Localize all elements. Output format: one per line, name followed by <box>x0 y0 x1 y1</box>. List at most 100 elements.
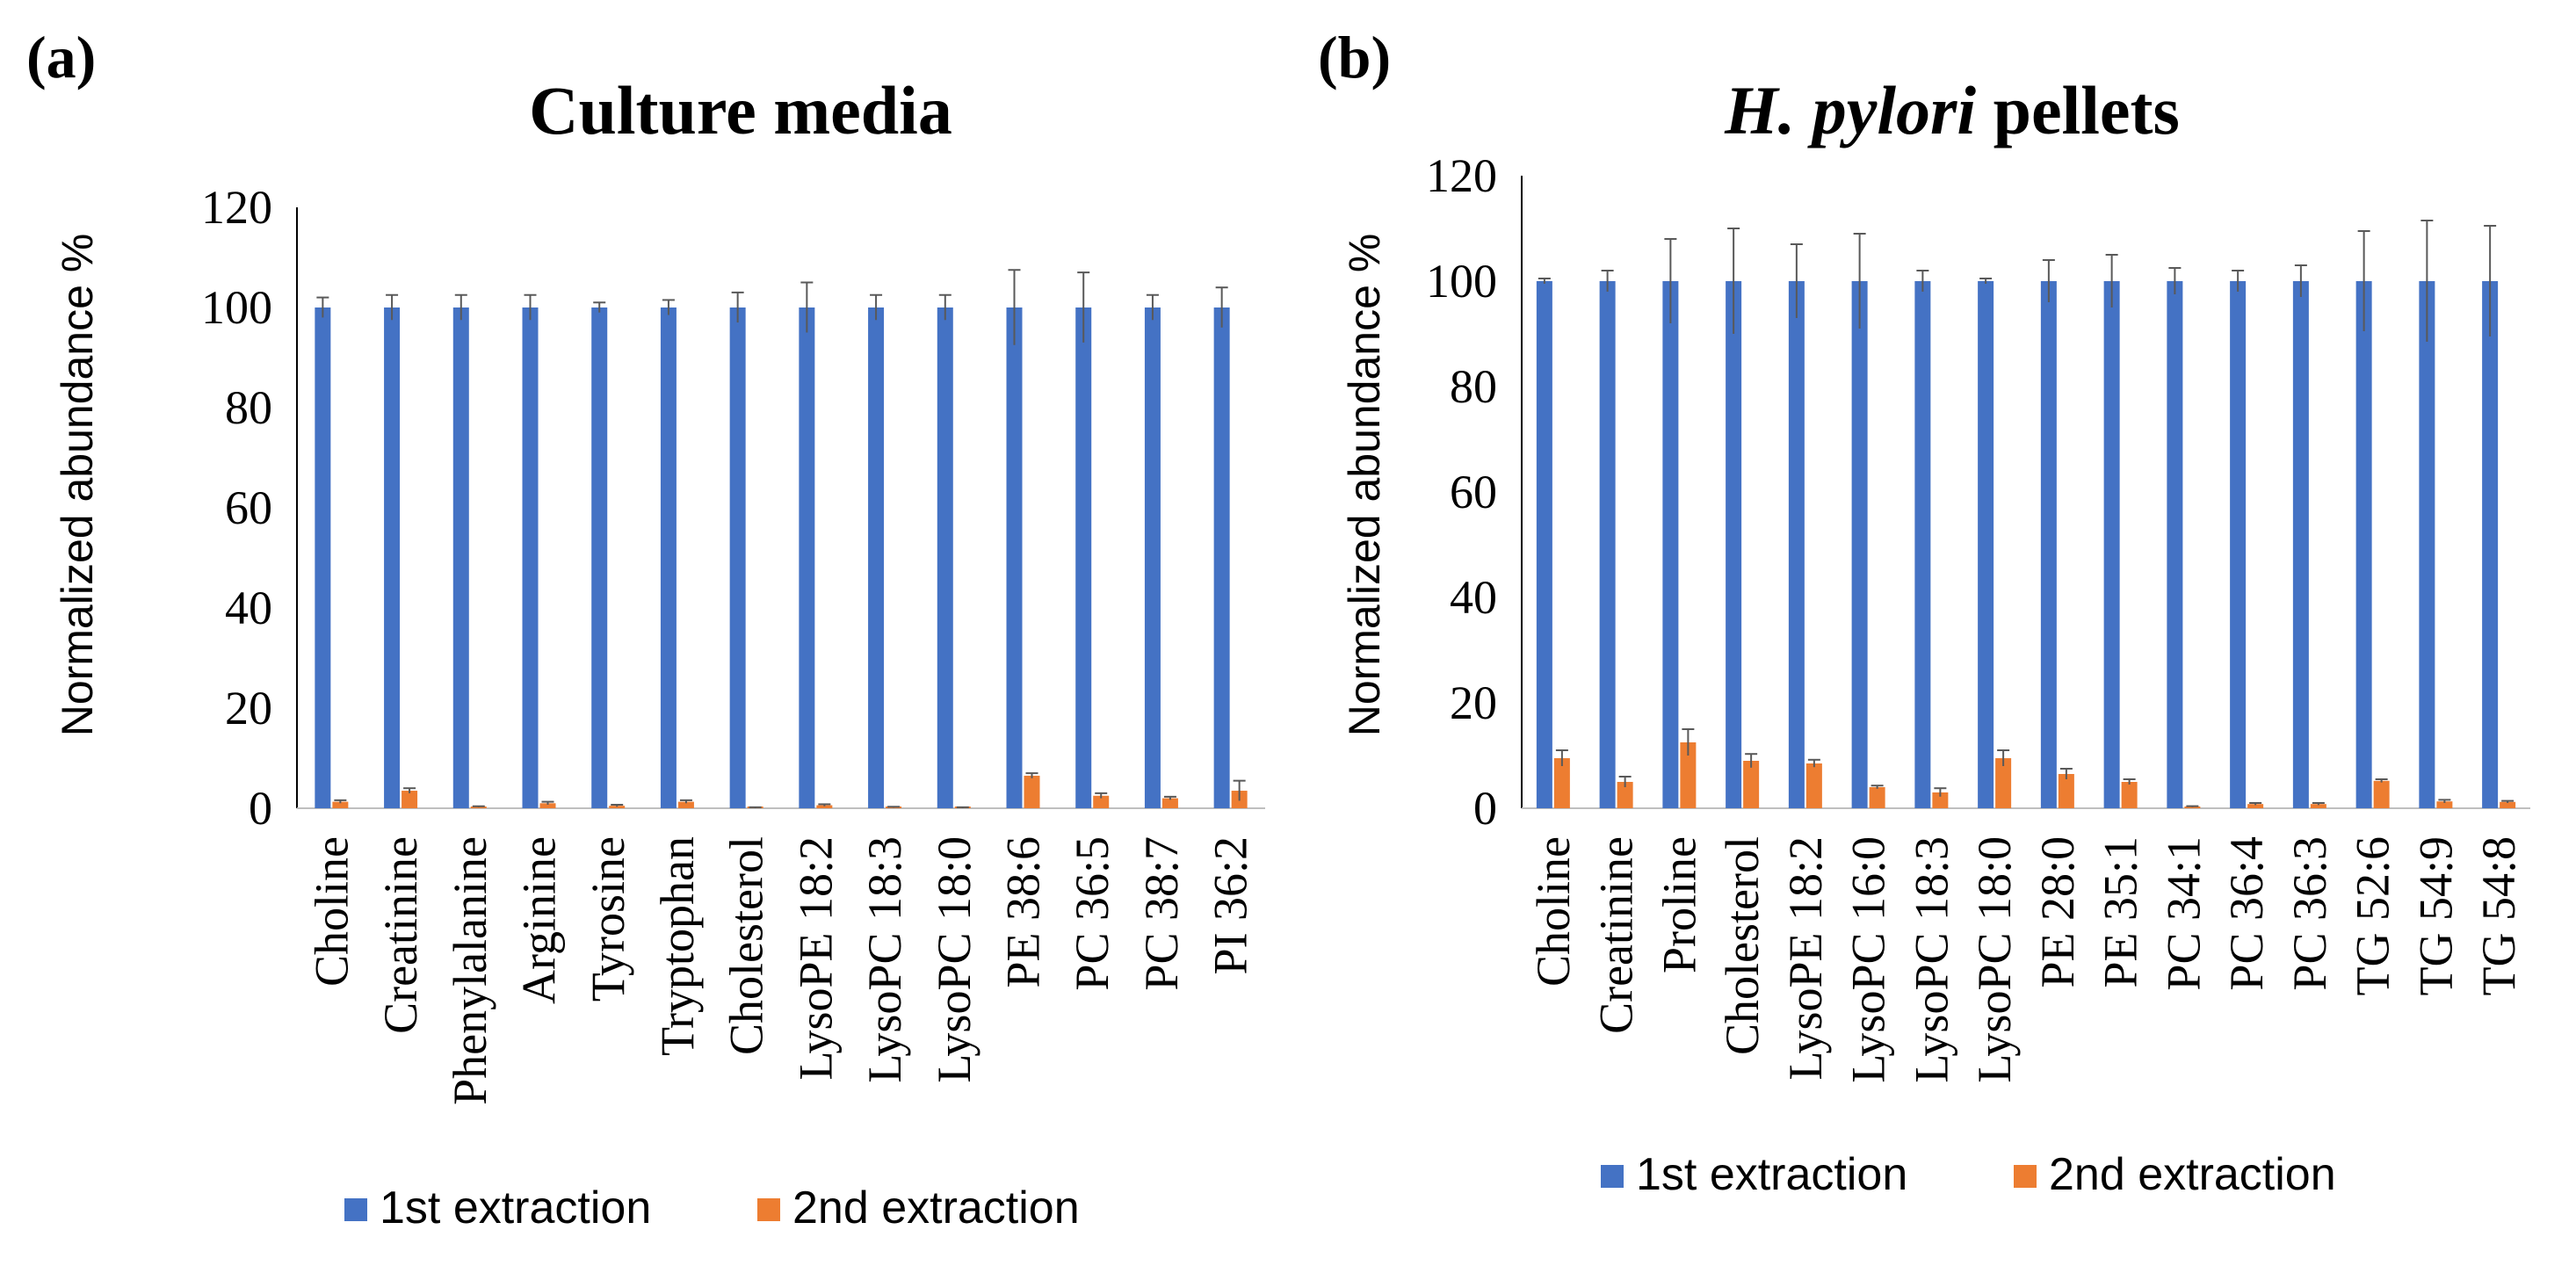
panel-b-category-label: TG 54:9 <box>2409 836 2462 996</box>
panel-a-bar-2nd-extraction <box>1093 795 1110 808</box>
panel-b-bar-2nd-extraction <box>2247 804 2264 808</box>
panel-a-y-tick-label: 120 <box>201 181 272 234</box>
panel-a-bar-1st-extraction <box>591 307 608 808</box>
panel-b-y-tick-label: 0 <box>1473 782 1497 835</box>
panel-a-y-tick-label: 100 <box>201 281 272 334</box>
panel-a-category-label: Arginine <box>513 836 566 1004</box>
panel-b-y-tick-label: 120 <box>1426 149 1497 202</box>
panel-b-bar-1st-extraction <box>1978 281 1994 808</box>
panel-b-legend-swatch <box>2014 1165 2037 1188</box>
panel-a-bar-2nd-extraction <box>816 805 833 808</box>
panel-b-plot-area: 0 20 40 60 80 100 120 Choline Creatinine Proline C… <box>1426 149 2530 1200</box>
panel-b-bar-1st-extraction <box>1726 281 1742 808</box>
panel-a-bar-2nd-extraction <box>677 801 694 808</box>
panel-b-bar-1st-extraction <box>2167 281 2183 808</box>
panel-b-bar-1st-extraction <box>2230 281 2247 808</box>
panel-b-bar-1st-extraction <box>1662 281 1679 808</box>
panel-a-y-tick-label: 80 <box>225 381 272 434</box>
panel-a-bar-1st-extraction <box>729 307 746 808</box>
panel-b-y-tick-label: 40 <box>1450 571 1497 624</box>
panel-b-category-label: Proline <box>1653 836 1705 973</box>
panel-a-category-label: LysoPE 18:2 <box>789 836 842 1081</box>
panel-a-bar-1st-extraction <box>1144 307 1161 808</box>
panel-b-bar-2nd-extraction <box>2058 774 2074 808</box>
panel-a-category-label: Tryptophan <box>651 836 704 1056</box>
panel-b-bar-2nd-extraction <box>2500 801 2516 808</box>
panel-b-legend-swatch <box>1601 1165 1624 1188</box>
panel-a-bar-1st-extraction <box>1075 307 1092 808</box>
panel-b-bar-2nd-extraction <box>2310 804 2326 808</box>
panel-b-category-label: TG 54:8 <box>2472 836 2525 996</box>
panel-b-category-label: PC 36:4 <box>2220 836 2273 991</box>
panel-a-category-label: Phenylalanine <box>444 836 496 1105</box>
panel-a-category-label: LysoPC 18:0 <box>928 836 980 1083</box>
panel-b-title-italic: H. pylori <box>1724 72 1976 148</box>
panel-a-y-tick-label: 20 <box>225 682 272 734</box>
panel-b-category-label: TG 52:6 <box>2347 836 2399 996</box>
panel-a-bar-2nd-extraction <box>470 806 487 808</box>
panel-a-y-tick-label: 60 <box>225 481 272 534</box>
panel-b-bar-1st-extraction <box>1599 281 1616 808</box>
panel-b-y-tick-label: 60 <box>1450 466 1497 518</box>
panel-b-bar-2nd-extraction <box>1617 782 1633 808</box>
panel-b-y-axis-label: Normalized abundance % <box>1340 234 1389 737</box>
panel-a-legend-label: 1st extraction <box>380 1183 651 1233</box>
panel-b-bar-2nd-extraction <box>2436 801 2453 808</box>
panel-a-category-label: Tyrosine <box>582 836 634 1002</box>
panel-a-category-label: Choline <box>305 836 358 987</box>
panel-b-bar-1st-extraction <box>2419 281 2435 808</box>
panel-b-category-label: Cholesterol <box>1716 836 1769 1055</box>
panel-a-bar-1st-extraction <box>660 307 677 808</box>
panel-b-bar-1st-extraction <box>2355 281 2372 808</box>
panel-b-bar-1st-extraction <box>1788 281 1805 808</box>
panel-a-bar-2nd-extraction <box>332 801 349 808</box>
panel-b-bar-2nd-extraction <box>1995 758 2012 808</box>
panel-b-bar-2nd-extraction <box>2121 782 2138 808</box>
panel-a-legend-label: 2nd extraction <box>792 1183 1080 1233</box>
panel-a-category-label: LysoPC 18:3 <box>858 836 911 1083</box>
panel-a-plot-area: 0 20 40 60 80 100 120 Choline Creatinine Phenylal… <box>201 181 1265 1233</box>
panel-b-bar-2nd-extraction <box>1680 742 1697 808</box>
panel-a-category-label: PI 36:2 <box>1205 836 1257 975</box>
panel-b-title-text: pellets <box>1994 72 2180 148</box>
panel-b-category-label: PE 28:0 <box>2031 836 2084 988</box>
panel-b-category-label: LysoPC 18:0 <box>1968 836 2021 1083</box>
panel-b-category-label: PE 35:1 <box>2095 836 2147 988</box>
panel-b-category-label: LysoPE 18:2 <box>1779 836 1832 1081</box>
panel-a-title: Culture media <box>529 72 952 148</box>
panel-b-bar-1st-extraction <box>1851 281 1868 808</box>
panel-b-bar-2nd-extraction <box>2373 780 2390 808</box>
panel-a-bar-1st-extraction <box>1006 307 1023 808</box>
panel-b-bar-1st-extraction <box>1914 281 1931 808</box>
panel-a-category-label: PE 38:6 <box>997 836 1050 988</box>
panel-b-legend-label: 2nd extraction <box>2049 1149 2336 1200</box>
panel-b-bar-2nd-extraction <box>1932 792 1949 808</box>
panel-b-label: (b) <box>1318 24 1391 90</box>
panel-a-category-label: PC 38:7 <box>1135 836 1188 991</box>
panel-b-bar-2nd-extraction <box>1805 763 1822 808</box>
panel-a-y-tick-label: 40 <box>225 582 272 634</box>
panel-b-bar-2nd-extraction <box>2184 806 2201 808</box>
panel-a-bar-1st-extraction <box>384 307 401 808</box>
panel-b-category-label: PC 36:3 <box>2283 836 2336 991</box>
panel-b-category-label: LysoPC 18:3 <box>1905 836 1957 1083</box>
panel-a-legend-swatch <box>757 1198 780 1221</box>
panel-b-category-label: Choline <box>1527 836 1580 987</box>
panel-a-bar-2nd-extraction <box>1024 775 1040 808</box>
panel-a-bar-1st-extraction <box>799 307 815 808</box>
panel-a-bar-2nd-extraction <box>609 806 626 808</box>
panel-b-bar-1st-extraction <box>2040 281 2057 808</box>
panel-a-bar-1st-extraction <box>452 307 469 808</box>
panel-a-legend-swatch <box>344 1198 367 1221</box>
panel-a-bar-1st-extraction <box>315 307 331 808</box>
panel-a-bar-2nd-extraction <box>402 791 418 808</box>
panel-b-category-label: LysoPC 16:0 <box>1842 836 1895 1083</box>
panel-b-legend-label: 1st extraction <box>1636 1149 1907 1200</box>
panel-a-y-tick-label: 0 <box>249 782 272 835</box>
panel-a-bar-1st-extraction <box>522 307 539 808</box>
panel-a-y-axis-label: Normalized abundance % <box>53 234 102 737</box>
panel-a-bar-1st-extraction <box>1213 307 1230 808</box>
panel-b-bar-2nd-extraction <box>1553 758 1570 808</box>
panel-b-bar-2nd-extraction <box>1743 761 1760 808</box>
